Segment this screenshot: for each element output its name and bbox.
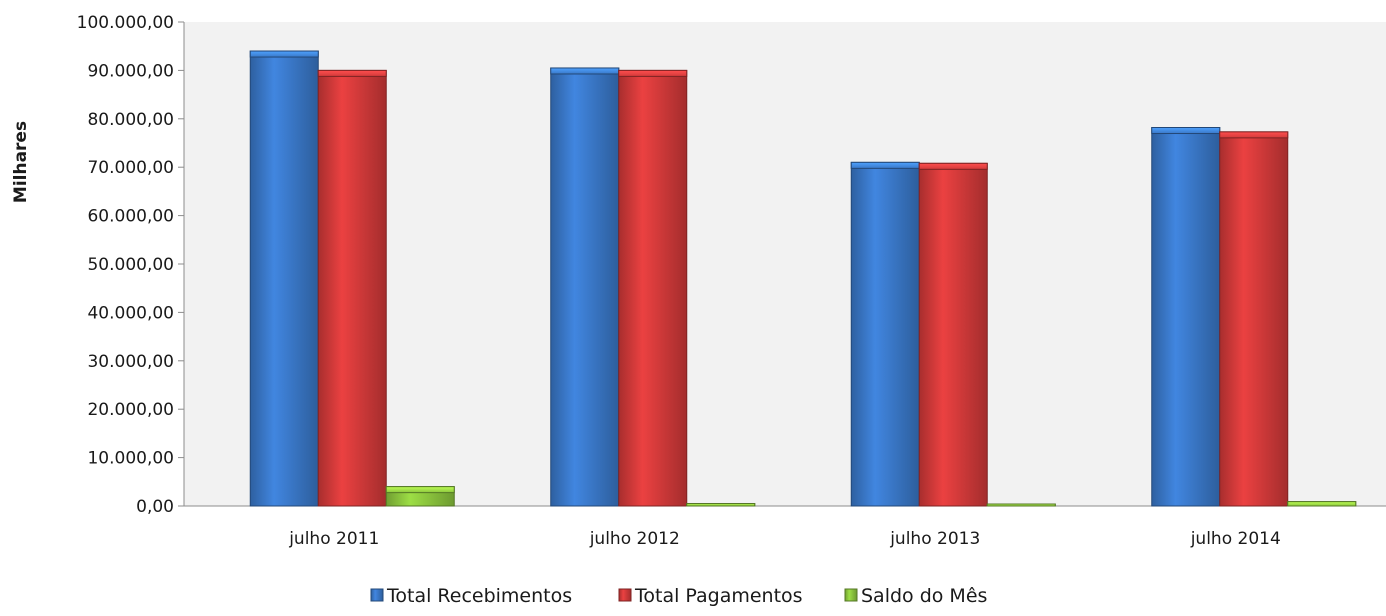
bar-cap xyxy=(249,50,319,58)
legend-label: Saldo do Mês xyxy=(861,585,987,607)
y-tick-label: 90.000,00 xyxy=(87,61,174,81)
y-tick-label: 70.000,00 xyxy=(87,158,174,178)
bar-body xyxy=(850,161,920,507)
legend-item: Total Recebimentos xyxy=(370,585,572,607)
legend-item: Total Pagamentos xyxy=(618,585,803,607)
legend-swatch xyxy=(844,588,858,602)
y-tick-label: 100.000,00 xyxy=(77,13,174,33)
bar xyxy=(986,503,1056,507)
bar-cap xyxy=(1287,501,1357,507)
bar xyxy=(1219,131,1289,507)
y-tick-label: 30.000,00 xyxy=(87,352,174,372)
bar xyxy=(686,503,756,507)
bar-body xyxy=(1219,131,1289,507)
bar-cap xyxy=(1219,131,1289,139)
bar-cap xyxy=(918,162,988,170)
bar xyxy=(918,162,988,507)
x-axis: julho 2011 julho 2012 julho 2013 julho 2014 xyxy=(184,505,1386,549)
legend-swatch xyxy=(370,588,384,602)
bar xyxy=(317,69,387,507)
legend-item: Saldo do Mês xyxy=(844,585,987,607)
bar xyxy=(1151,127,1221,507)
bar-body xyxy=(618,69,688,507)
y-tick-label: 10.000,00 xyxy=(87,449,174,469)
bar xyxy=(249,50,319,507)
bar xyxy=(385,486,455,507)
legend: Total Recebimentos Total Pagamentos Saldo … xyxy=(370,585,987,607)
bar xyxy=(1287,501,1357,507)
bar-cap xyxy=(850,161,920,169)
x-tick-label: julho 2012 xyxy=(589,529,680,549)
bar-cap xyxy=(317,69,387,77)
bar-body xyxy=(550,67,620,507)
y-tick-label: 0,00 xyxy=(136,497,174,517)
y-tick-label: 20.000,00 xyxy=(87,400,174,420)
bar-cap xyxy=(550,67,620,75)
bar-cap xyxy=(385,486,455,494)
bars xyxy=(249,50,1357,507)
x-tick-label: julho 2014 xyxy=(1190,529,1281,549)
bar-cap xyxy=(986,503,1056,507)
legend-swatch xyxy=(618,588,632,602)
bar-cap xyxy=(1151,127,1221,135)
bar xyxy=(618,69,688,507)
legend-label: Total Pagamentos xyxy=(634,585,803,607)
bar-body xyxy=(918,162,988,507)
y-tick-label: 80.000,00 xyxy=(87,110,174,130)
bar xyxy=(850,161,920,507)
bar-body xyxy=(249,50,319,507)
y-axis: 0,00 10.000,00 20.000,00 30.000,00 40.000,00… xyxy=(77,13,185,517)
x-tick-label: julho 2013 xyxy=(889,529,980,549)
y-tick-label: 40.000,00 xyxy=(87,303,174,323)
y-axis-label: Milhares xyxy=(11,121,31,203)
bar-body xyxy=(1151,127,1221,507)
y-tick-label: 50.000,00 xyxy=(87,255,174,275)
x-tick-label: julho 2011 xyxy=(288,529,379,549)
bar-body xyxy=(317,69,387,507)
bar xyxy=(550,67,620,507)
y-tick-label: 60.000,00 xyxy=(87,207,174,227)
bar-cap xyxy=(686,503,756,507)
legend-label: Total Recebimentos xyxy=(386,585,572,607)
bar-cap xyxy=(618,69,688,77)
